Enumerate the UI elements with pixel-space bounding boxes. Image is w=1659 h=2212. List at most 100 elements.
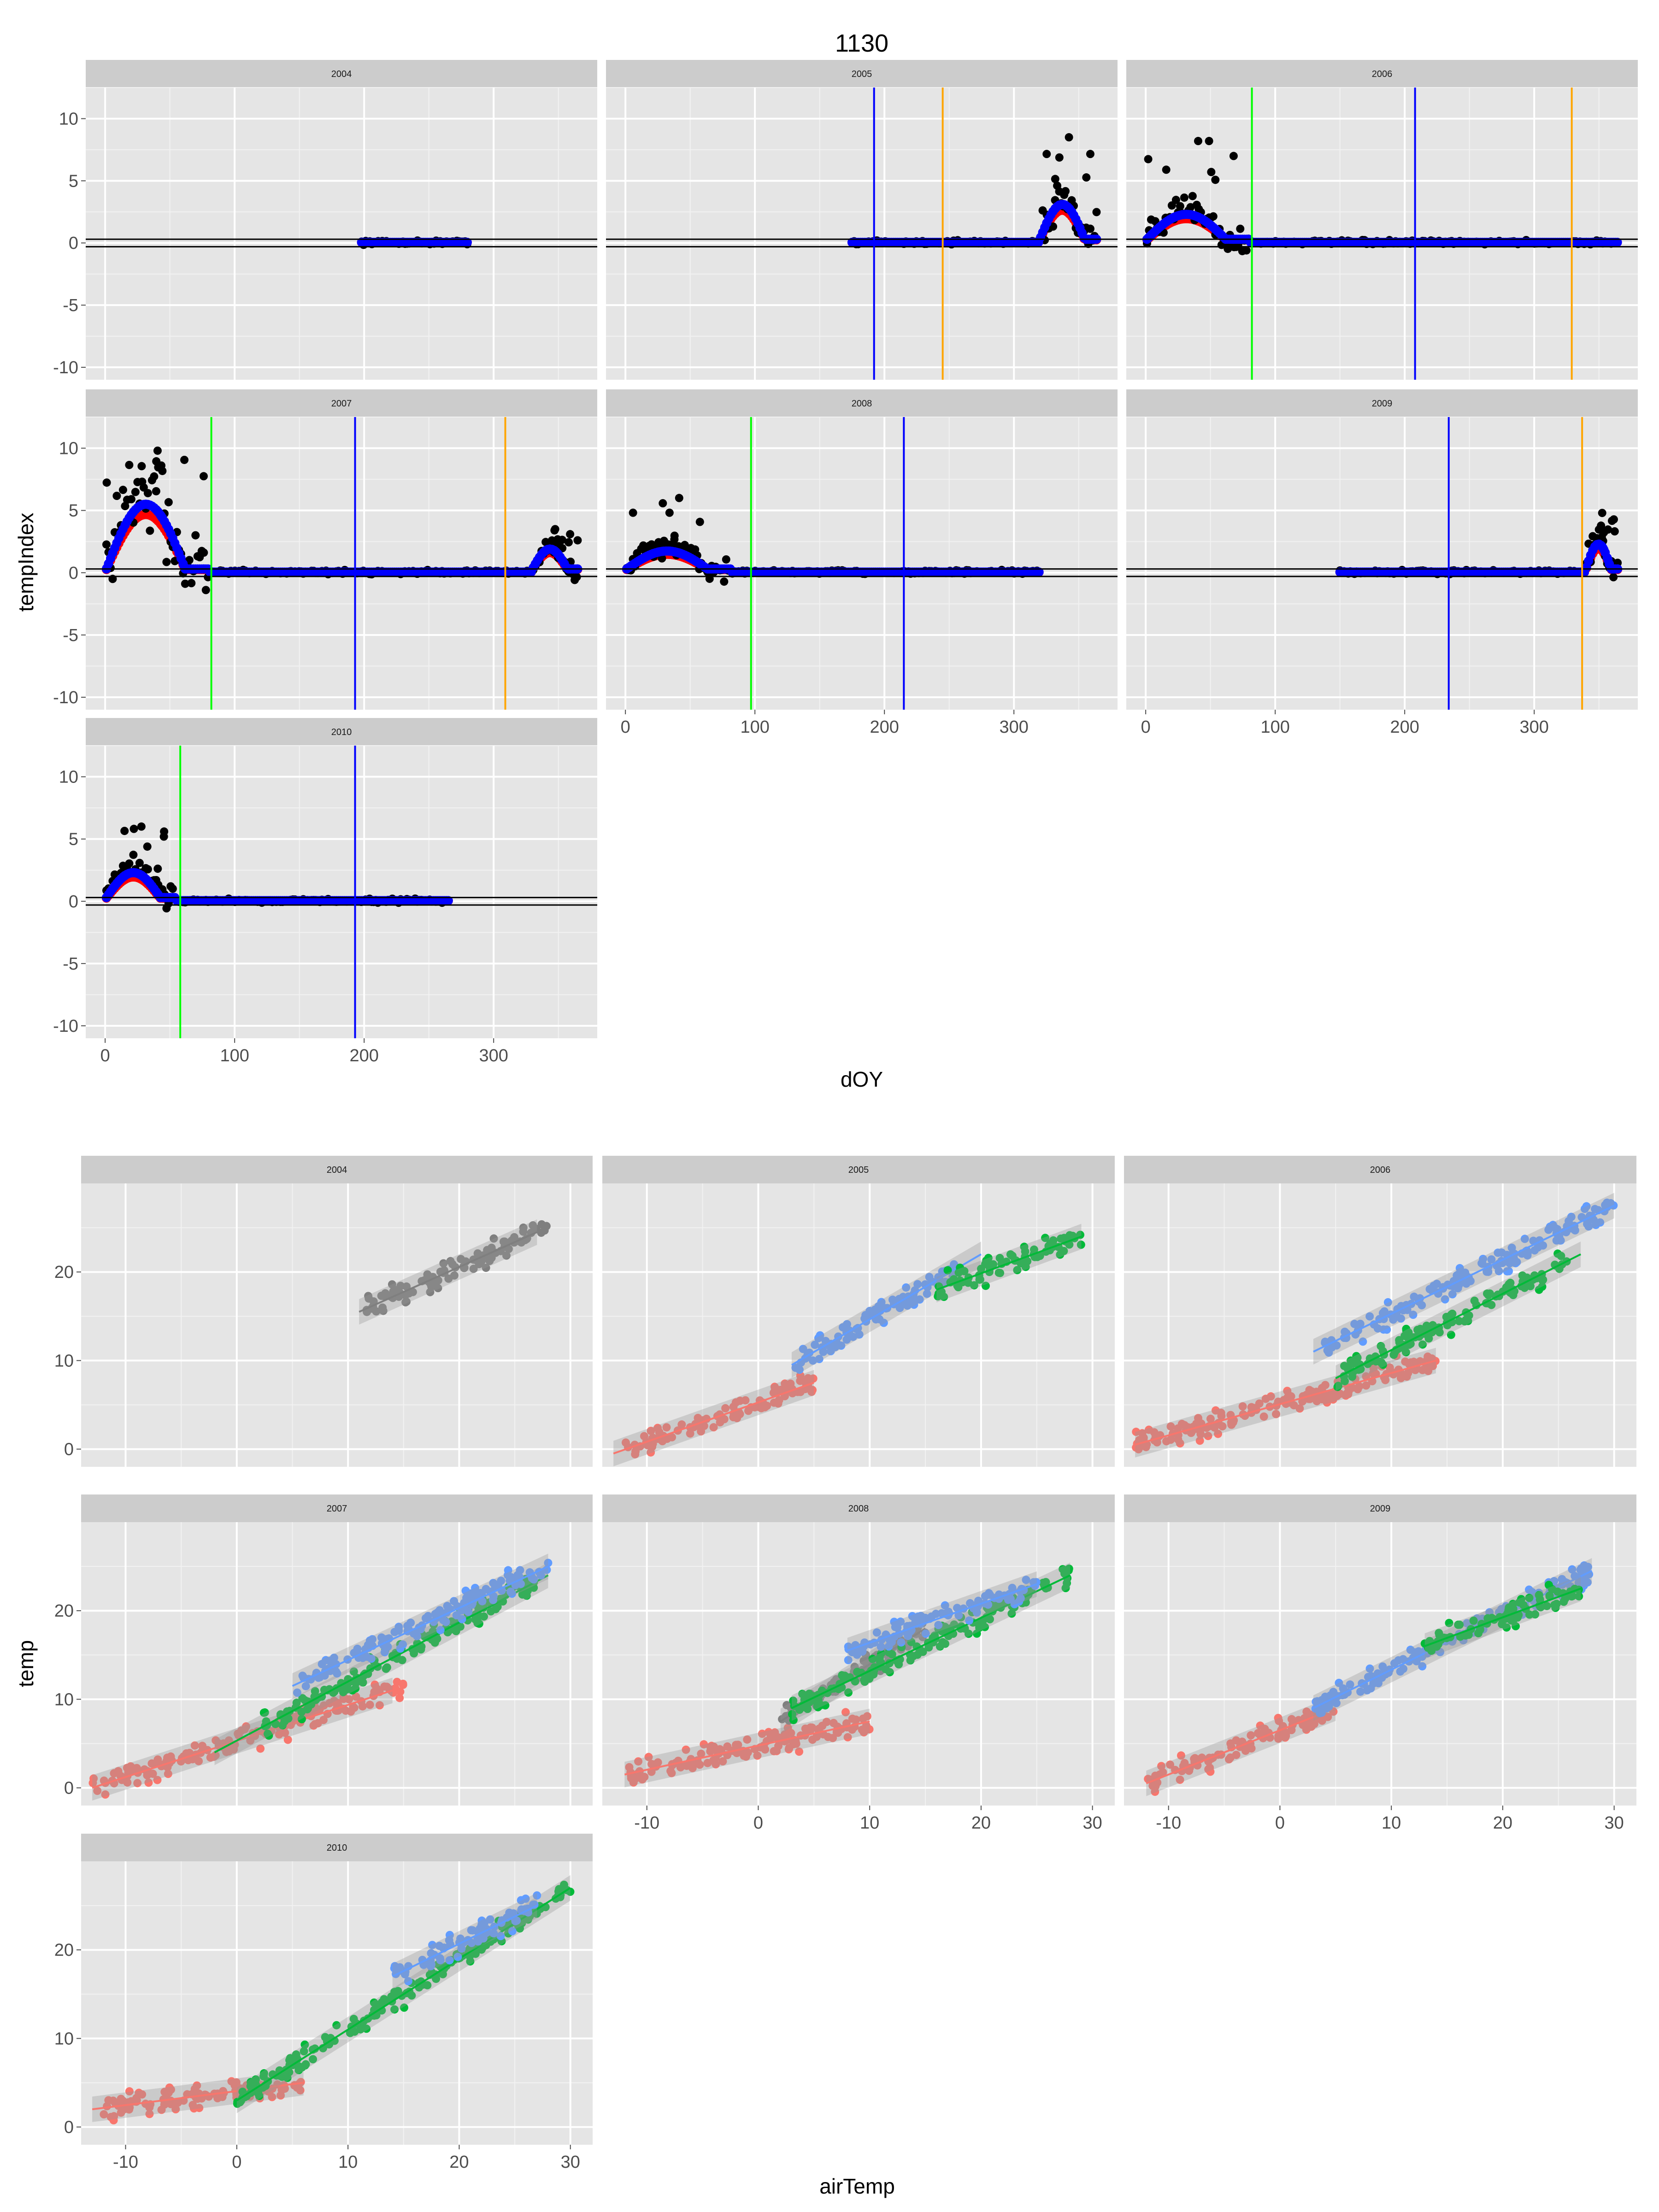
temp-panel-2006: 2006: [1124, 1156, 1636, 1467]
panel-background: [86, 417, 597, 710]
temp-point-green: [1442, 1312, 1451, 1321]
temp-point-blue: [1359, 1337, 1367, 1346]
temp-point-red: [1259, 1412, 1268, 1421]
temp-point-blue: [811, 1341, 819, 1349]
index-point: [1188, 192, 1197, 200]
temp-point-green: [297, 1715, 306, 1724]
facet-strip-label: 2005: [848, 1165, 869, 1175]
index-point: [1082, 173, 1091, 182]
index-point: [143, 865, 152, 874]
data-layer: [606, 88, 1118, 380]
temp-point-red: [1138, 1429, 1147, 1438]
temp-point-red: [686, 1429, 694, 1438]
index-blue-point: [137, 500, 147, 510]
index-blue-point: [153, 506, 162, 516]
temp-point-green: [1553, 1249, 1562, 1258]
data-layer: [359, 1219, 551, 1325]
temp-point-green: [1378, 1360, 1387, 1369]
temp-point-green: [943, 1266, 952, 1275]
temp-point-red: [1247, 1403, 1256, 1412]
index-x-tick-label: 300: [999, 718, 1028, 737]
facet-strip: [86, 718, 597, 746]
temp-point-green: [529, 1583, 538, 1592]
temp-point-red: [126, 1762, 135, 1771]
index-point: [180, 455, 189, 464]
temp-panel-2007: 2007: [81, 1494, 593, 1806]
temp-point-blue: [815, 1355, 824, 1364]
index-point: [654, 538, 663, 547]
temp-point-red: [648, 1442, 657, 1451]
index-point: [629, 508, 637, 517]
index-point: [680, 541, 689, 549]
fit-line-grey: [359, 1231, 538, 1313]
temp-point-red: [133, 1779, 142, 1788]
index-point: [551, 525, 559, 534]
index-x-tick-label: 200: [870, 718, 899, 737]
temp-point-red: [721, 1404, 730, 1412]
temp-point-green: [259, 1708, 268, 1717]
fit-line-red: [1135, 1359, 1436, 1446]
temp-point-red: [1166, 1422, 1175, 1431]
temp-point-green: [1057, 1234, 1065, 1243]
fit-line-blue: [1313, 1205, 1615, 1353]
temp-point-red: [741, 1396, 750, 1405]
temp-point-grey: [450, 1271, 459, 1280]
index-blue-point: [1204, 219, 1214, 229]
temp-point-red: [1210, 1423, 1219, 1432]
index-y-tick-label: 10: [59, 768, 78, 787]
index-point: [135, 859, 144, 867]
index-point: [1610, 527, 1619, 536]
temp-point-blue: [913, 1280, 922, 1288]
index-y-tick-label: -5: [63, 626, 78, 645]
data-layer: [86, 746, 597, 1038]
temp-point-blue: [1507, 1243, 1516, 1252]
index-y-tick-label: 0: [69, 234, 78, 253]
index-point: [191, 531, 200, 540]
temp-point-grey: [502, 1251, 511, 1260]
temp-point-red: [631, 1450, 640, 1459]
index-blue-point: [443, 896, 453, 906]
temp-point-blue: [1520, 1235, 1529, 1243]
temp-point-grey: [542, 1222, 551, 1230]
facet-strip: [606, 389, 1118, 417]
index-blue-point: [1050, 204, 1060, 213]
temp-point-red: [154, 1758, 163, 1767]
temp-point-green: [382, 1663, 391, 1672]
temp-point-grey: [487, 1243, 496, 1252]
temp-point-red: [1385, 1363, 1394, 1372]
index-point: [665, 508, 674, 517]
temp-point-grey: [499, 1237, 508, 1246]
index-y-tick-label: 10: [59, 109, 78, 129]
index-point: [164, 498, 173, 506]
index-point: [1236, 224, 1245, 233]
temp-point-red: [1214, 1430, 1223, 1438]
temp-point-green: [1077, 1241, 1085, 1249]
temp-point-green: [1470, 1296, 1479, 1305]
temp-point-blue: [1409, 1311, 1418, 1319]
temp-point-red: [1362, 1381, 1371, 1390]
index-x-tick-label: 200: [349, 1046, 378, 1065]
index-panel-2010: 2010: [86, 718, 597, 1038]
panel-background: [86, 88, 597, 380]
index-point: [1597, 521, 1606, 530]
index-x-tick-label: 200: [1390, 718, 1419, 737]
temp-point-red: [212, 1736, 220, 1745]
index-point: [153, 446, 162, 455]
temp-point-grey: [408, 1288, 417, 1296]
index-point: [129, 850, 138, 859]
data-layer: [606, 417, 1118, 710]
temp-point-red: [720, 1415, 729, 1424]
temp-point-red: [1283, 1387, 1292, 1395]
temp-point-red: [283, 1735, 292, 1744]
index-y-tick-label: 0: [69, 564, 78, 583]
temp-point-green: [398, 1656, 406, 1665]
index-point: [1055, 153, 1064, 162]
temp-point-red: [101, 1790, 110, 1799]
index-point: [120, 827, 129, 835]
temp-point-green: [1538, 1282, 1547, 1291]
temp-point-red: [1428, 1361, 1436, 1370]
temp-point-green: [975, 1275, 984, 1284]
temp-point-red: [1401, 1357, 1410, 1366]
index-blue-point: [1064, 203, 1074, 213]
index-point: [565, 538, 573, 547]
